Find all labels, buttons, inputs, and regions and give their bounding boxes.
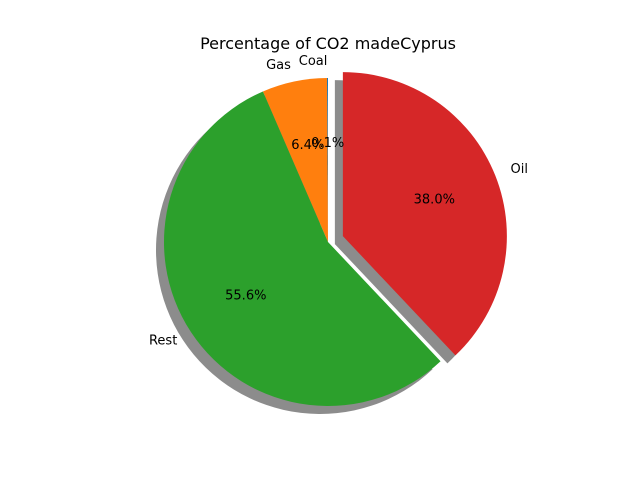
pie-slice-rest bbox=[163, 91, 441, 407]
pie-slice-gas bbox=[262, 78, 328, 242]
percent-label-rest: 55.6% bbox=[225, 289, 266, 304]
slice-label-coal: Coal bbox=[299, 54, 328, 69]
percent-label-oil: 38.0% bbox=[414, 192, 455, 207]
percent-label-gas: 6.4% bbox=[291, 138, 324, 153]
chart-title: Percentage of CO2 madeCyprus bbox=[200, 34, 456, 53]
percent-label-coal: 0.1% bbox=[311, 136, 344, 151]
label-layer: Coal 0.1% Gas 6.4% Rest 55.6% Oil 38.0% bbox=[149, 54, 528, 349]
slice-label-rest: Rest bbox=[149, 334, 177, 349]
slice-label-gas: Gas bbox=[266, 58, 291, 73]
slice-layer bbox=[163, 72, 507, 407]
pie-slice-coal bbox=[326, 77, 328, 242]
slice-label-oil: Oil bbox=[511, 162, 528, 177]
pie-slice-oil bbox=[342, 72, 507, 356]
